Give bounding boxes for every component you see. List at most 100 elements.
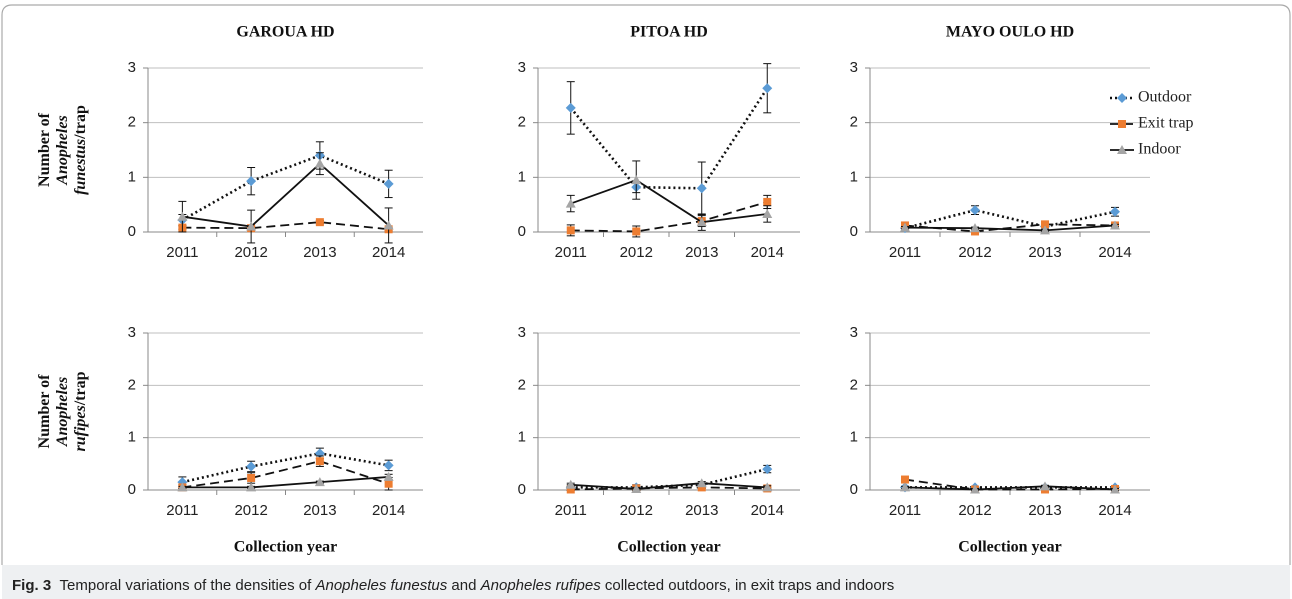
y-tick-label: 0: [128, 223, 136, 240]
y-tick-label: 3: [850, 324, 858, 341]
y-tick-label: 1: [850, 429, 858, 446]
caption-label: Fig. 3: [12, 577, 51, 594]
marker: [246, 176, 257, 187]
y-tick-label: 3: [128, 59, 136, 76]
x-tick-label: 2014: [1098, 244, 1131, 261]
marker: [565, 102, 576, 113]
marker: [566, 226, 575, 235]
marker: [697, 483, 706, 492]
y-label-part: Anopheles: [54, 115, 71, 185]
x-axis-label: Collection year: [234, 539, 338, 556]
y-tick-label: 0: [850, 223, 858, 240]
marker: [762, 464, 773, 475]
series-line: [181, 154, 390, 222]
marker: [762, 482, 773, 492]
marker: [1110, 220, 1120, 230]
marker: [762, 208, 773, 218]
series-line: [569, 87, 769, 190]
y-tick-label: 1: [128, 429, 136, 446]
marker: [1110, 206, 1120, 217]
y-tick-label: 1: [518, 429, 526, 446]
series-line: [182, 452, 389, 484]
y-tick-label: 0: [518, 481, 526, 498]
x-tick-label: 2012: [958, 244, 991, 261]
x-tick-label: 2013: [685, 244, 718, 261]
y-label-part: /trap: [72, 105, 89, 140]
marker: [1118, 120, 1126, 128]
series-line: [904, 478, 1116, 491]
series-line: [904, 485, 1116, 491]
x-tick-label: 2014: [372, 244, 405, 261]
y-label-line: rufipes/trap: [72, 371, 89, 451]
y-label-part: Number of: [36, 374, 53, 449]
x-tick-label: 2013: [303, 502, 336, 519]
marker: [970, 223, 980, 233]
y-tick-label: 2: [850, 114, 858, 131]
x-tick-label: 2014: [372, 502, 405, 519]
marker: [696, 217, 707, 227]
marker: [901, 475, 909, 484]
y-tick-label: 3: [128, 324, 136, 341]
series-line: [570, 482, 768, 490]
x-tick-label: 2011: [555, 244, 587, 261]
y-label-part: /trap: [72, 371, 89, 406]
x-tick-label: 2011: [889, 502, 921, 519]
y-tick-label: 1: [128, 168, 136, 185]
series-line: [182, 162, 390, 228]
marker: [247, 473, 256, 482]
caption-text: and: [447, 577, 480, 594]
marker: [763, 197, 772, 206]
y-label-part: Number of: [36, 112, 53, 187]
y-tick-label: 2: [128, 114, 136, 131]
y-tick-label: 3: [518, 324, 526, 341]
series-line: [570, 486, 768, 491]
x-tick-label: 2012: [620, 244, 653, 261]
marker: [1040, 481, 1050, 491]
x-tick-label: 2014: [751, 244, 784, 261]
y-label-line: funestus/trap: [72, 105, 89, 195]
y-label-part: Anopheles: [54, 377, 71, 447]
marker: [696, 183, 707, 194]
marker: [632, 227, 641, 236]
marker: [177, 211, 188, 221]
marker: [1041, 220, 1049, 229]
y-tick-label: 0: [518, 223, 526, 240]
marker: [246, 221, 257, 231]
y-label-line: Anopheles: [54, 115, 71, 185]
marker: [246, 461, 257, 472]
marker: [565, 479, 576, 489]
legend-label: Indoor: [1138, 141, 1181, 158]
y-tick-label: 3: [518, 59, 526, 76]
x-tick-label: 2012: [958, 502, 991, 519]
y-label-line: Number of: [36, 374, 53, 449]
y-tick-label: 0: [128, 481, 136, 498]
y-tick-label: 1: [850, 168, 858, 185]
marker: [383, 460, 394, 471]
marker: [383, 220, 394, 230]
marker: [384, 479, 393, 488]
marker: [315, 457, 324, 466]
marker: [315, 218, 324, 227]
y-label-line: Number of: [36, 112, 53, 187]
panel-title: MAYO OULO HD: [946, 24, 1074, 41]
x-tick-label: 2012: [234, 244, 267, 261]
x-tick-label: 2013: [1028, 502, 1061, 519]
marker: [246, 482, 257, 492]
marker: [566, 485, 575, 494]
x-tick-label: 2012: [620, 502, 653, 519]
panel-title: GAROUA HD: [236, 24, 334, 41]
x-axis-label: Collection year: [617, 539, 721, 556]
series-line: [570, 179, 768, 224]
frame: [1, 4, 1291, 565]
marker: [762, 83, 773, 94]
marker: [900, 482, 910, 492]
series-line: [182, 476, 389, 489]
legend-label: Exit trap: [1138, 115, 1194, 132]
x-tick-label: 2014: [751, 502, 784, 519]
series-line: [570, 201, 768, 233]
marker: [1117, 145, 1127, 154]
marker: [970, 205, 980, 216]
marker: [696, 478, 707, 488]
marker: [1117, 93, 1127, 103]
